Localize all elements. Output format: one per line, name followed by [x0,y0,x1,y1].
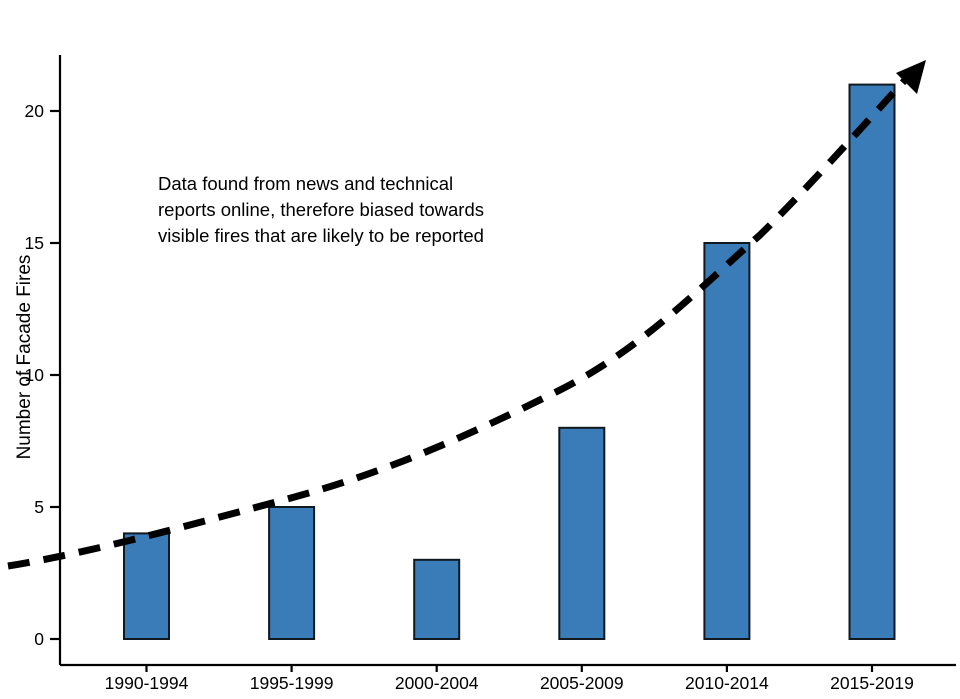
bar-1995-1999 [268,506,316,640]
y-tick-label-20: 20 [25,101,45,121]
trend-arrowhead-icon [896,60,926,94]
x-tick-label-2005-2009: 2005-2009 [540,673,624,693]
annotation-line-2: reports online, therefore biased towards [158,199,484,220]
bar-2005-2009 [558,426,606,640]
x-tick-label-2010-2014: 2010-2014 [685,673,769,693]
annotation-text: Data found from news and technical repor… [158,171,484,249]
bar-2010-2014 [703,242,751,640]
y-axis-title: Number of Facade Fires [14,254,35,460]
bar-2015-2019 [848,83,896,641]
bar-1990-1994 [123,532,170,641]
bar-2000-2004 [413,558,461,640]
x-tick-label-2000-2004: 2000-2004 [395,673,479,693]
y-tick-label-0: 0 [34,629,44,649]
y-tick-label-15: 15 [25,233,44,253]
x-tick-label-1990-1994: 1990-1994 [105,673,189,693]
x-tick-label-1995-1999: 1995-1999 [250,673,334,693]
y-tick-label-5: 5 [34,497,44,517]
trend-dashed-curve [7,77,908,570]
annotation-line-1: Data found from news and technical [158,173,454,194]
x-tick-label-2015-2019: 2015-2019 [830,673,914,693]
y-tick-label-10: 10 [25,365,45,385]
annotation-line-3: visible fires that are likely to be repo… [158,225,484,246]
